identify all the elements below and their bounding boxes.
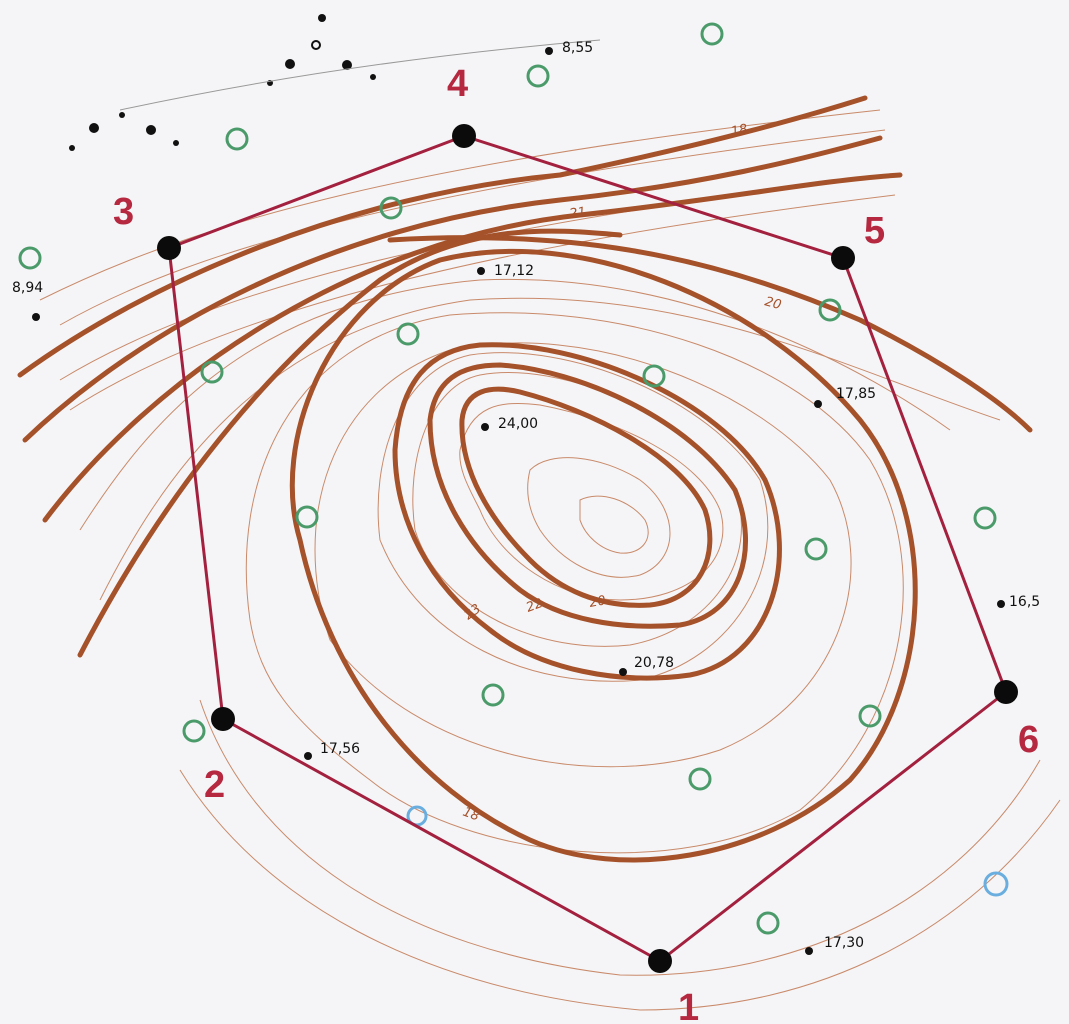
tree-symbol-icon bbox=[804, 537, 828, 561]
spot-height-point bbox=[32, 313, 40, 321]
tree-symbol-icon bbox=[818, 298, 842, 322]
spot-height-point bbox=[545, 47, 553, 55]
survey-dot bbox=[285, 59, 295, 69]
vertex-label: 6 bbox=[1018, 719, 1039, 761]
contour-label: 18 bbox=[730, 122, 749, 140]
tree-symbol-icon bbox=[295, 505, 319, 529]
spot-height-value: 24,00 bbox=[498, 416, 538, 432]
contour-label: 22 bbox=[524, 596, 545, 616]
contour-label: 20 bbox=[763, 294, 783, 313]
contour-label: 20 bbox=[588, 593, 607, 611]
contour-label: 21 bbox=[568, 205, 586, 222]
vertex-marker[interactable] bbox=[648, 949, 672, 973]
vertex-label: 2 bbox=[204, 764, 225, 806]
spot-height-value: 17,30 bbox=[824, 935, 864, 951]
spot-height: 17,12 bbox=[477, 263, 534, 279]
spot-height-point bbox=[805, 947, 813, 955]
vertex-marker[interactable] bbox=[452, 124, 476, 148]
boundary-vertex-3[interactable]: 3 bbox=[113, 191, 181, 260]
spot-height-value: 17,85 bbox=[836, 386, 876, 402]
spot-height: 24,00 bbox=[481, 416, 538, 432]
survey-dot bbox=[119, 112, 125, 118]
boundary-vertex-6[interactable]: 6 bbox=[994, 680, 1039, 761]
spot-height-point bbox=[619, 668, 627, 676]
spot-height: 8,94 bbox=[12, 280, 43, 321]
tree-symbol-icon bbox=[225, 127, 249, 151]
spot-height-value: 17,56 bbox=[320, 741, 360, 757]
spot-height-value: 8,94 bbox=[12, 280, 43, 296]
tree-symbol-icon bbox=[756, 911, 780, 935]
survey-dot bbox=[173, 140, 179, 146]
vertex-marker[interactable] bbox=[994, 680, 1018, 704]
tree-symbol-icon bbox=[700, 22, 724, 46]
spot-height-point bbox=[997, 600, 1005, 608]
tree-symbol-icon bbox=[688, 767, 712, 791]
spot-height-point bbox=[477, 267, 485, 275]
tree-symbol-icon bbox=[182, 719, 206, 743]
vertex-marker[interactable] bbox=[831, 246, 855, 270]
thin-boundary-line bbox=[119, 39, 601, 111]
survey-dot bbox=[89, 123, 99, 133]
spot-height-point bbox=[481, 423, 489, 431]
spot-height: 17,56 bbox=[304, 741, 360, 760]
minor-contours bbox=[39, 109, 1061, 1011]
vertex-label: 5 bbox=[864, 210, 885, 252]
survey-dot bbox=[370, 74, 376, 80]
spot-heights: 8,55 8,94 17,12 24,00 17,85 16,5 20,78 bbox=[12, 40, 1040, 955]
boundary-vertex-4[interactable]: 4 bbox=[447, 63, 476, 148]
water-symbol-icon bbox=[983, 871, 1009, 897]
spot-height: 17,30 bbox=[805, 935, 864, 955]
tree-symbol-icon bbox=[481, 683, 505, 707]
spot-height-value: 8,55 bbox=[562, 40, 593, 56]
tree-symbol-icon bbox=[973, 506, 997, 530]
spot-height: 8,55 bbox=[545, 40, 593, 56]
contour-label: 18 bbox=[461, 805, 482, 825]
spot-height-value: 17,12 bbox=[494, 263, 534, 279]
vertex-marker[interactable] bbox=[211, 707, 235, 731]
vertex-label: 3 bbox=[113, 191, 134, 233]
boundary-vertex-2[interactable]: 2 bbox=[204, 707, 235, 806]
spot-height: 20,78 bbox=[619, 655, 674, 676]
survey-dot bbox=[69, 145, 75, 151]
boundary-vertex-1[interactable]: 1 bbox=[648, 949, 699, 1024]
tree-symbol-icon bbox=[18, 246, 42, 270]
vertex-label: 4 bbox=[447, 63, 468, 105]
tree-symbol-icon bbox=[526, 64, 550, 88]
survey-dot bbox=[318, 14, 326, 22]
index-contours bbox=[17, 95, 1033, 863]
tree-symbol-icon bbox=[396, 322, 420, 346]
spot-height-point bbox=[304, 752, 312, 760]
boundary-vertices: 1 2 3 4 5 6 bbox=[113, 63, 1039, 1024]
spot-height-value: 20,78 bbox=[634, 655, 674, 671]
vertex-marker[interactable] bbox=[157, 236, 181, 260]
survey-ring bbox=[311, 40, 321, 50]
spot-height-point bbox=[814, 400, 822, 408]
vertex-label: 1 bbox=[678, 987, 699, 1024]
spot-height: 17,85 bbox=[814, 386, 876, 408]
survey-dot bbox=[342, 60, 352, 70]
boundary-vertex-5[interactable]: 5 bbox=[831, 210, 885, 270]
tree-symbols bbox=[18, 22, 997, 935]
survey-dot bbox=[146, 125, 156, 135]
spot-height-value: 16,5 bbox=[1009, 594, 1040, 610]
tree-symbol-icon bbox=[200, 360, 224, 384]
tree-symbol-icon bbox=[642, 364, 666, 388]
survey-dots bbox=[69, 14, 376, 151]
tree-symbol-icon bbox=[379, 196, 403, 220]
tree-symbol-icon bbox=[858, 704, 882, 728]
spot-height: 16,5 bbox=[997, 594, 1040, 610]
